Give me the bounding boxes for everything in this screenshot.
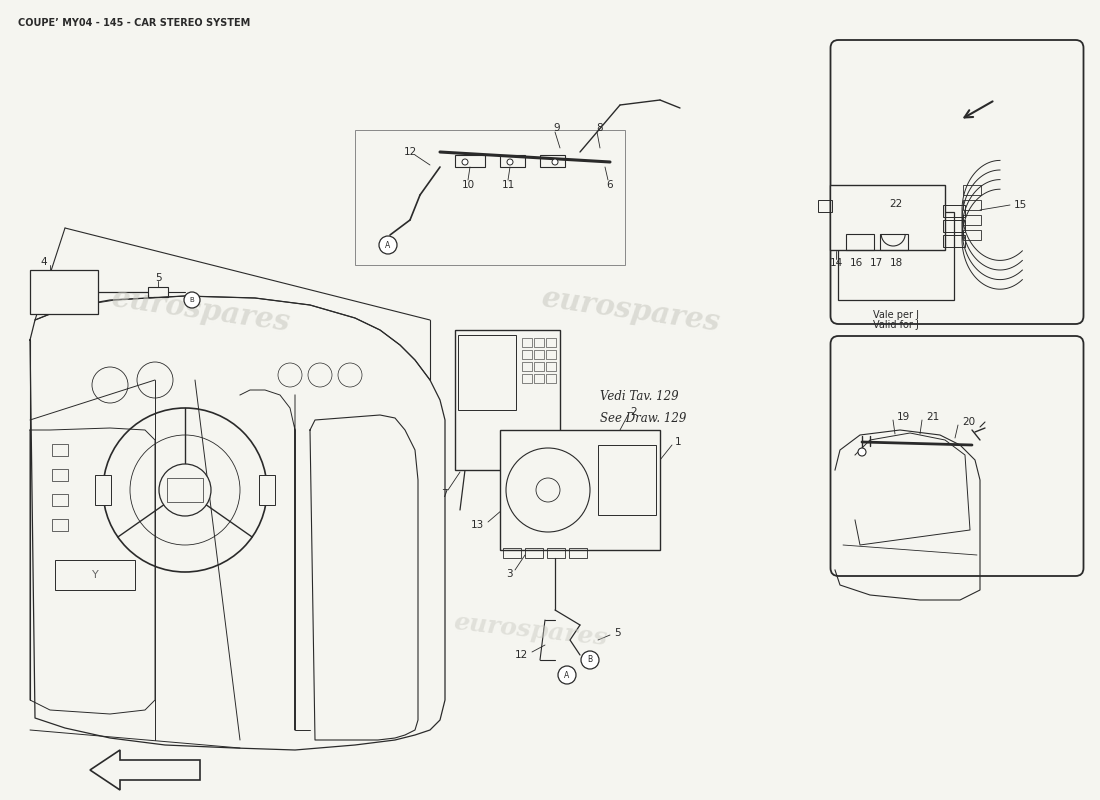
Bar: [962, 230, 981, 240]
Circle shape: [552, 159, 558, 165]
Bar: [522, 350, 532, 359]
Text: Vale per J: Vale per J: [873, 310, 918, 320]
Text: 20: 20: [962, 417, 975, 427]
Text: 12: 12: [404, 147, 417, 157]
Text: See Draw. 129: See Draw. 129: [600, 412, 686, 425]
Bar: [503, 548, 521, 558]
Bar: [546, 374, 556, 383]
Bar: [540, 155, 565, 167]
Bar: [962, 200, 981, 210]
Text: 12: 12: [515, 650, 528, 660]
Text: 8: 8: [596, 123, 603, 133]
Bar: [830, 185, 945, 250]
Circle shape: [379, 236, 397, 254]
Bar: [534, 362, 544, 371]
Bar: [943, 235, 965, 247]
Text: eurospares: eurospares: [539, 283, 722, 337]
Bar: [167, 478, 204, 502]
Bar: [95, 475, 111, 505]
Polygon shape: [90, 750, 200, 790]
Bar: [522, 362, 532, 371]
Bar: [52, 494, 68, 506]
Circle shape: [184, 292, 200, 308]
Bar: [846, 234, 874, 250]
Bar: [30, 270, 98, 314]
Bar: [500, 430, 660, 550]
Text: 10: 10: [461, 180, 474, 190]
Text: 13: 13: [471, 520, 484, 530]
FancyBboxPatch shape: [830, 40, 1084, 324]
Bar: [458, 335, 516, 410]
Bar: [148, 287, 168, 297]
Text: 3: 3: [506, 569, 513, 579]
Text: 15: 15: [1014, 200, 1027, 210]
Text: 21: 21: [926, 412, 939, 422]
Bar: [525, 548, 543, 558]
Text: Y: Y: [91, 570, 98, 580]
Text: eurospares: eurospares: [452, 610, 608, 650]
Bar: [598, 445, 656, 515]
Text: 4: 4: [40, 257, 46, 267]
FancyBboxPatch shape: [830, 336, 1084, 576]
Text: B: B: [189, 297, 195, 303]
Circle shape: [462, 159, 468, 165]
Text: Vedi Tav. 129: Vedi Tav. 129: [600, 390, 679, 403]
Text: B: B: [587, 655, 593, 665]
Bar: [258, 475, 275, 505]
Text: 9: 9: [553, 123, 560, 133]
Bar: [838, 212, 954, 300]
Bar: [522, 374, 532, 383]
Text: 1: 1: [675, 437, 682, 447]
Bar: [569, 548, 587, 558]
Text: A: A: [385, 241, 390, 250]
Bar: [52, 469, 68, 481]
Bar: [55, 560, 135, 590]
Bar: [500, 155, 525, 167]
Bar: [546, 362, 556, 371]
Bar: [943, 205, 965, 217]
Circle shape: [581, 651, 600, 669]
Circle shape: [858, 448, 866, 456]
Bar: [52, 444, 68, 456]
Bar: [522, 338, 532, 347]
Text: 2: 2: [630, 407, 637, 417]
Bar: [534, 374, 544, 383]
Bar: [52, 519, 68, 531]
Text: 5: 5: [614, 628, 620, 638]
Bar: [880, 234, 909, 250]
Text: 22: 22: [889, 199, 903, 209]
Bar: [455, 155, 485, 167]
Bar: [546, 350, 556, 359]
Text: 14: 14: [829, 258, 843, 268]
Text: COUPE’ MY04 - 145 - CAR STEREO SYSTEM: COUPE’ MY04 - 145 - CAR STEREO SYSTEM: [18, 18, 251, 28]
Text: 18: 18: [890, 258, 903, 268]
Text: 6: 6: [607, 180, 614, 190]
Bar: [546, 338, 556, 347]
Bar: [534, 350, 544, 359]
Bar: [534, 338, 544, 347]
Text: Valid for J: Valid for J: [873, 320, 918, 330]
Text: 7: 7: [441, 489, 448, 499]
Bar: [943, 220, 965, 232]
Circle shape: [558, 666, 576, 684]
Bar: [962, 185, 981, 195]
Text: 11: 11: [502, 180, 515, 190]
Bar: [355, 130, 625, 265]
Bar: [455, 330, 560, 470]
Bar: [818, 200, 832, 212]
Circle shape: [507, 159, 513, 165]
Circle shape: [536, 478, 560, 502]
Text: 19: 19: [896, 412, 911, 422]
Text: eurospares: eurospares: [109, 283, 292, 337]
Circle shape: [160, 464, 211, 516]
Bar: [962, 215, 981, 225]
Text: A: A: [564, 670, 570, 679]
Text: 16: 16: [849, 258, 862, 268]
Text: 17: 17: [869, 258, 882, 268]
Text: 5: 5: [155, 273, 162, 283]
Bar: [547, 548, 565, 558]
